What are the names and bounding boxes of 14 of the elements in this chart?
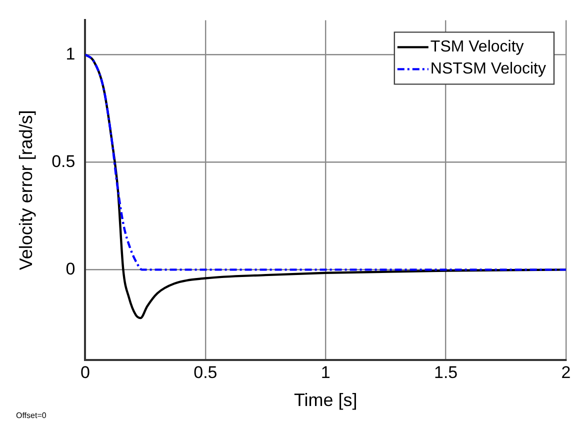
- x-tick-label: 0.5: [194, 362, 218, 382]
- x-tick-label: 1.5: [434, 362, 458, 382]
- text: Offset=0: [16, 411, 47, 420]
- y-tick-label: 1: [66, 44, 76, 64]
- x-tick-label: 1: [320, 362, 330, 382]
- x-tick-label: 2: [561, 362, 571, 382]
- line-series: [85, 54, 566, 271]
- legend-label: NSTSM Velocity: [430, 60, 546, 78]
- y-axis-title: Velocity error [rad/s]: [16, 110, 36, 270]
- x-axis-title: Time [s]: [294, 390, 358, 410]
- legend-label: TSM Velocity: [430, 38, 524, 56]
- y-tick-label: 0.5: [52, 152, 76, 171]
- x-tick-label: 0: [80, 362, 90, 382]
- y-tick-label: 0: [66, 259, 76, 278]
